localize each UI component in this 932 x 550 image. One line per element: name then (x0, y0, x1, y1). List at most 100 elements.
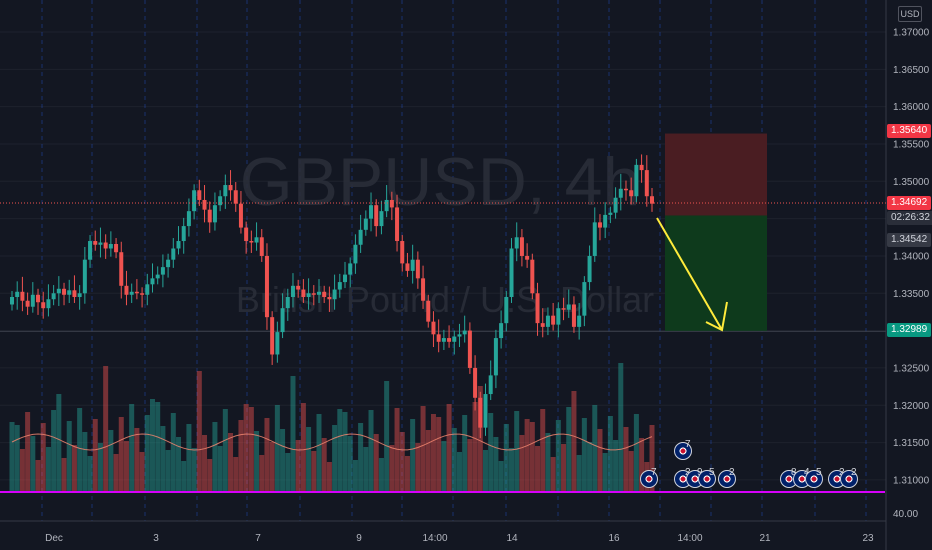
volume-bar (347, 436, 353, 492)
candle-body (218, 196, 223, 206)
volume-bar (524, 419, 530, 492)
candle-body (30, 294, 35, 307)
take-profit-zone[interactable] (665, 215, 767, 332)
volume-bar (576, 455, 582, 492)
candle-body (327, 297, 332, 300)
volume-bar (285, 453, 291, 492)
volume-bar (550, 457, 556, 492)
candle-body (410, 259, 415, 271)
candle-body (629, 190, 634, 197)
candle-body (358, 229, 363, 245)
volume-bar (378, 458, 384, 492)
stop-loss-zone[interactable] (665, 133, 767, 216)
volume-bar (269, 442, 275, 492)
candle-body (618, 188, 623, 198)
volume-bar (160, 426, 166, 492)
candle-body (207, 209, 212, 223)
candle-body (478, 397, 483, 428)
candle-body (129, 291, 134, 295)
candle-body (473, 367, 478, 398)
volume-bar (358, 423, 364, 492)
volume-bar (498, 461, 504, 492)
volume-bar (30, 436, 36, 492)
volume-bar (436, 417, 442, 492)
volume-bar (321, 438, 327, 492)
volume-bar (212, 422, 218, 492)
candle-body (51, 293, 56, 300)
candle-body (176, 241, 181, 249)
candle-body (46, 299, 51, 309)
volume-bar (222, 409, 228, 492)
volume-bar (404, 456, 410, 492)
volume-bar (238, 420, 244, 492)
volume-bar (113, 454, 119, 492)
candle-body (545, 315, 550, 327)
candle-body (421, 278, 426, 301)
candle-body (186, 211, 191, 227)
time-tick-label: 16 (608, 533, 620, 544)
volume-bar (602, 453, 608, 492)
candle-body (519, 237, 524, 256)
price-tick-label: 1.32500 (893, 363, 930, 374)
event-badge[interactable]: 2 (840, 467, 862, 488)
volume-bar (509, 448, 515, 492)
arrow-shaft[interactable] (656, 217, 723, 331)
candle-body (509, 248, 514, 298)
candle-body (285, 297, 290, 309)
price-tick-label: 1.31000 (893, 475, 930, 486)
time-axis[interactable]: Dec 3 7 9 14:00 14 16 14:00 21 23 (45, 533, 874, 544)
volume-bar (233, 457, 239, 492)
candle-body (264, 255, 269, 318)
candle-body (41, 302, 46, 309)
volume-bar (259, 455, 265, 492)
event-badge[interactable]: 2 (718, 467, 740, 488)
volume-bar (342, 412, 348, 492)
candle-body (405, 263, 410, 271)
candle-body (535, 293, 540, 324)
position-tool[interactable] (0, 133, 886, 332)
candle-body (36, 294, 41, 303)
arrow-head[interactable] (705, 301, 728, 332)
candle-body (114, 244, 119, 253)
currency-label[interactable]: USD (898, 6, 922, 22)
event-badge[interactable]: 5 (805, 467, 827, 488)
event-badge[interactable]: 5 (698, 467, 720, 488)
candle-body (67, 290, 72, 295)
current-price-tag: 1.34692 (887, 196, 932, 210)
volume-bar (176, 437, 182, 492)
candle-body (244, 227, 249, 242)
volume-bar (332, 425, 338, 492)
price-tick-label: 1.37000 (893, 28, 930, 39)
time-tick-label: 23 (862, 533, 874, 544)
volume-bar (254, 431, 260, 492)
candle-body (592, 222, 597, 256)
volume-bar (149, 399, 155, 492)
event-count: 7 (685, 439, 691, 450)
candle-body (447, 338, 452, 342)
volume-bar (40, 423, 46, 492)
candle-body (561, 308, 566, 310)
candle-body (103, 242, 108, 249)
volume-bar (389, 445, 395, 492)
candle-body (577, 315, 582, 327)
candle-body (488, 375, 493, 395)
trend-arrow[interactable] (656, 217, 728, 332)
event-badge[interactable]: 7 (640, 467, 662, 488)
volume-bar (92, 419, 98, 492)
stop-loss-price-tag: 1.35640 (887, 124, 932, 138)
candle-body (400, 241, 405, 264)
volume-bar (14, 425, 20, 492)
time-tick-label: 14:00 (677, 533, 702, 544)
volume-bar (170, 413, 176, 492)
candle-body (98, 242, 103, 245)
candle-body (389, 199, 394, 208)
volume-bar (456, 452, 462, 492)
event-badge[interactable]: 7 (674, 439, 696, 460)
volume-bar (472, 402, 478, 492)
watermark: GBPUSD, 4h British Pound / U.S. Dollar (236, 144, 654, 320)
candle-body (353, 244, 358, 264)
candle-body (530, 259, 535, 294)
candle-body (395, 207, 400, 242)
candle-body (77, 293, 82, 298)
